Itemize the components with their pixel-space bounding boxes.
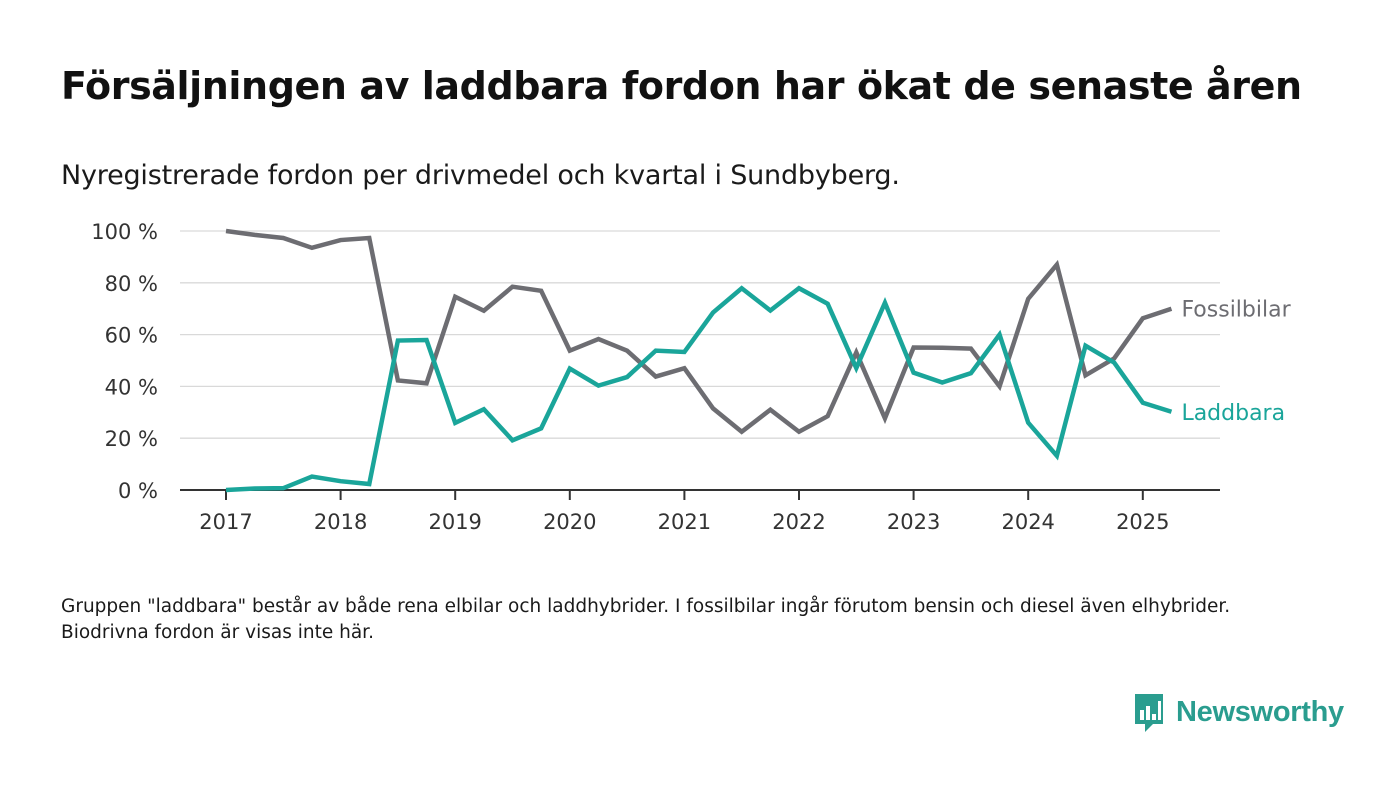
series-line-laddbara [225,285,1173,493]
brand-name: Newsworthy [1176,695,1344,728]
y-tick-label: 60 % [105,324,158,348]
newsworthy-logo[interactable]: Newsworthy [1132,690,1344,734]
grid-lines [180,230,1220,439]
x-tick-label: 2018 [314,510,367,534]
x-tick-label: 2024 [1001,510,1054,534]
y-tick-label: 0 % [118,479,158,503]
series-labels: Fossilbilar Laddbara [1181,298,1291,426]
y-tick-label: 20 % [105,427,158,451]
y-tick-label: 40 % [105,375,158,399]
x-tick-label: 2023 [887,510,940,534]
footnote: Gruppen "laddbara" består av både rena e… [61,596,1231,643]
x-tick-label: 2019 [428,510,481,534]
series-lines [225,228,1173,493]
x-tick-label: 2020 [543,510,596,534]
chart-subtitle: Nyregistrerade fordon per drivmedel och … [61,160,900,191]
series-line-fossilbilar [225,228,1173,435]
y-tick-label: 100 % [91,220,158,244]
x-tick-label: 2025 [1116,510,1169,534]
x-tick-label: 2017 [199,510,252,534]
x-tick-label: 2021 [658,510,711,534]
series-label-fossilbilar: Fossilbilar [1181,298,1291,323]
chart-title: Försäljningen av laddbara fordon har öka… [61,64,1302,108]
newsworthy-chart-bubble-icon [1135,694,1163,732]
series-label-laddbara: Laddbara [1181,401,1285,426]
x-tick-label: 2022 [772,510,825,534]
y-tick-label: 80 % [105,272,158,296]
y-axis-tick-labels: 0 % 20 % 40 % 60 % 80 % 100 % [91,220,158,503]
x-axis-ticks: 2017 2018 2019 2020 2021 2022 2023 2024 2025 [199,490,1170,534]
